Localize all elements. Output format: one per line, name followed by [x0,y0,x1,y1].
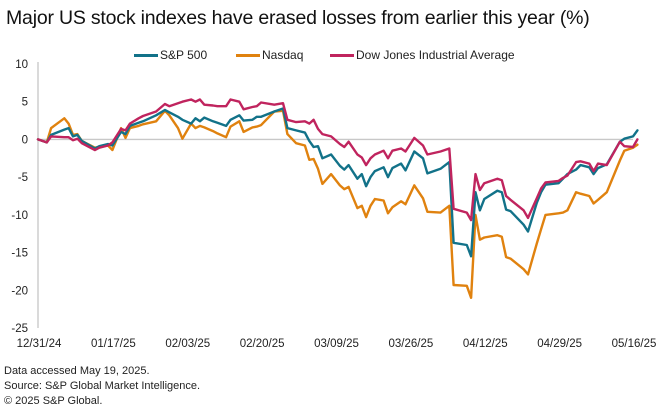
legend-swatch-sp500 [134,53,158,57]
x-tick-label: 03/26/25 [388,338,433,350]
x-tick-label: 04/12/25 [463,338,508,350]
y-tick-label: -25 [11,323,28,335]
line-chart: 10 5 0 -5 -10 -15 -20 -25 12/31/24 01/17/25 02/03… [11,59,657,350]
legend-item-dow: Dow Jones Industrial Average [330,48,515,62]
series-line-nasdaq [36,109,639,299]
legend-swatch-nasdaq [236,53,260,57]
x-tick-label: 02/20/25 [240,338,285,350]
legend-label-nasdaq: Nasdaq [262,48,304,62]
series-line-dow [36,98,639,222]
y-tick-label: -10 [11,210,28,222]
x-tick-label: 04/29/25 [537,338,582,350]
footer-source: Source: S&P Global Market Intelligence. [4,380,201,392]
x-tick-label: 03/09/25 [314,338,359,350]
footer-copyright: © 2025 S&P Global. [4,395,103,407]
x-tick-label: 01/17/25 [91,338,136,350]
y-axis: 10 5 0 -5 -10 -15 -20 -25 [11,59,39,335]
y-tick-label: 0 [22,134,28,146]
series-group [36,98,639,299]
legend-swatch-dow [330,53,354,57]
y-tick-label: 5 [22,97,28,109]
legend-item-nasdaq: Nasdaq [236,48,303,62]
footer-accessed: Data accessed May 19, 2025. [4,365,150,377]
y-tick-label: -20 [11,285,28,297]
x-axis: 12/31/24 01/17/25 02/03/25 02/20/25 03/09/25… [17,338,657,350]
legend-label-dow: Dow Jones Industrial Average [356,48,515,62]
y-tick-label: -15 [11,248,28,260]
x-tick-label: 12/31/24 [17,338,62,350]
legend: S&P 500 Nasdaq Dow Jones Industrial Aver… [0,48,660,64]
y-tick-label: -5 [18,172,28,184]
y-tick-label: 10 [15,59,28,71]
series-line-sp500 [36,107,639,258]
legend-item-sp500: S&P 500 [134,48,207,62]
footer: Data accessed May 19, 2025. Source: S&P … [4,364,200,409]
legend-label-sp500: S&P 500 [160,48,208,62]
x-tick-label: 05/16/25 [612,338,657,350]
chart-title: Major US stock indexes have erased losse… [6,7,590,29]
x-tick-label: 02/03/25 [165,338,210,350]
